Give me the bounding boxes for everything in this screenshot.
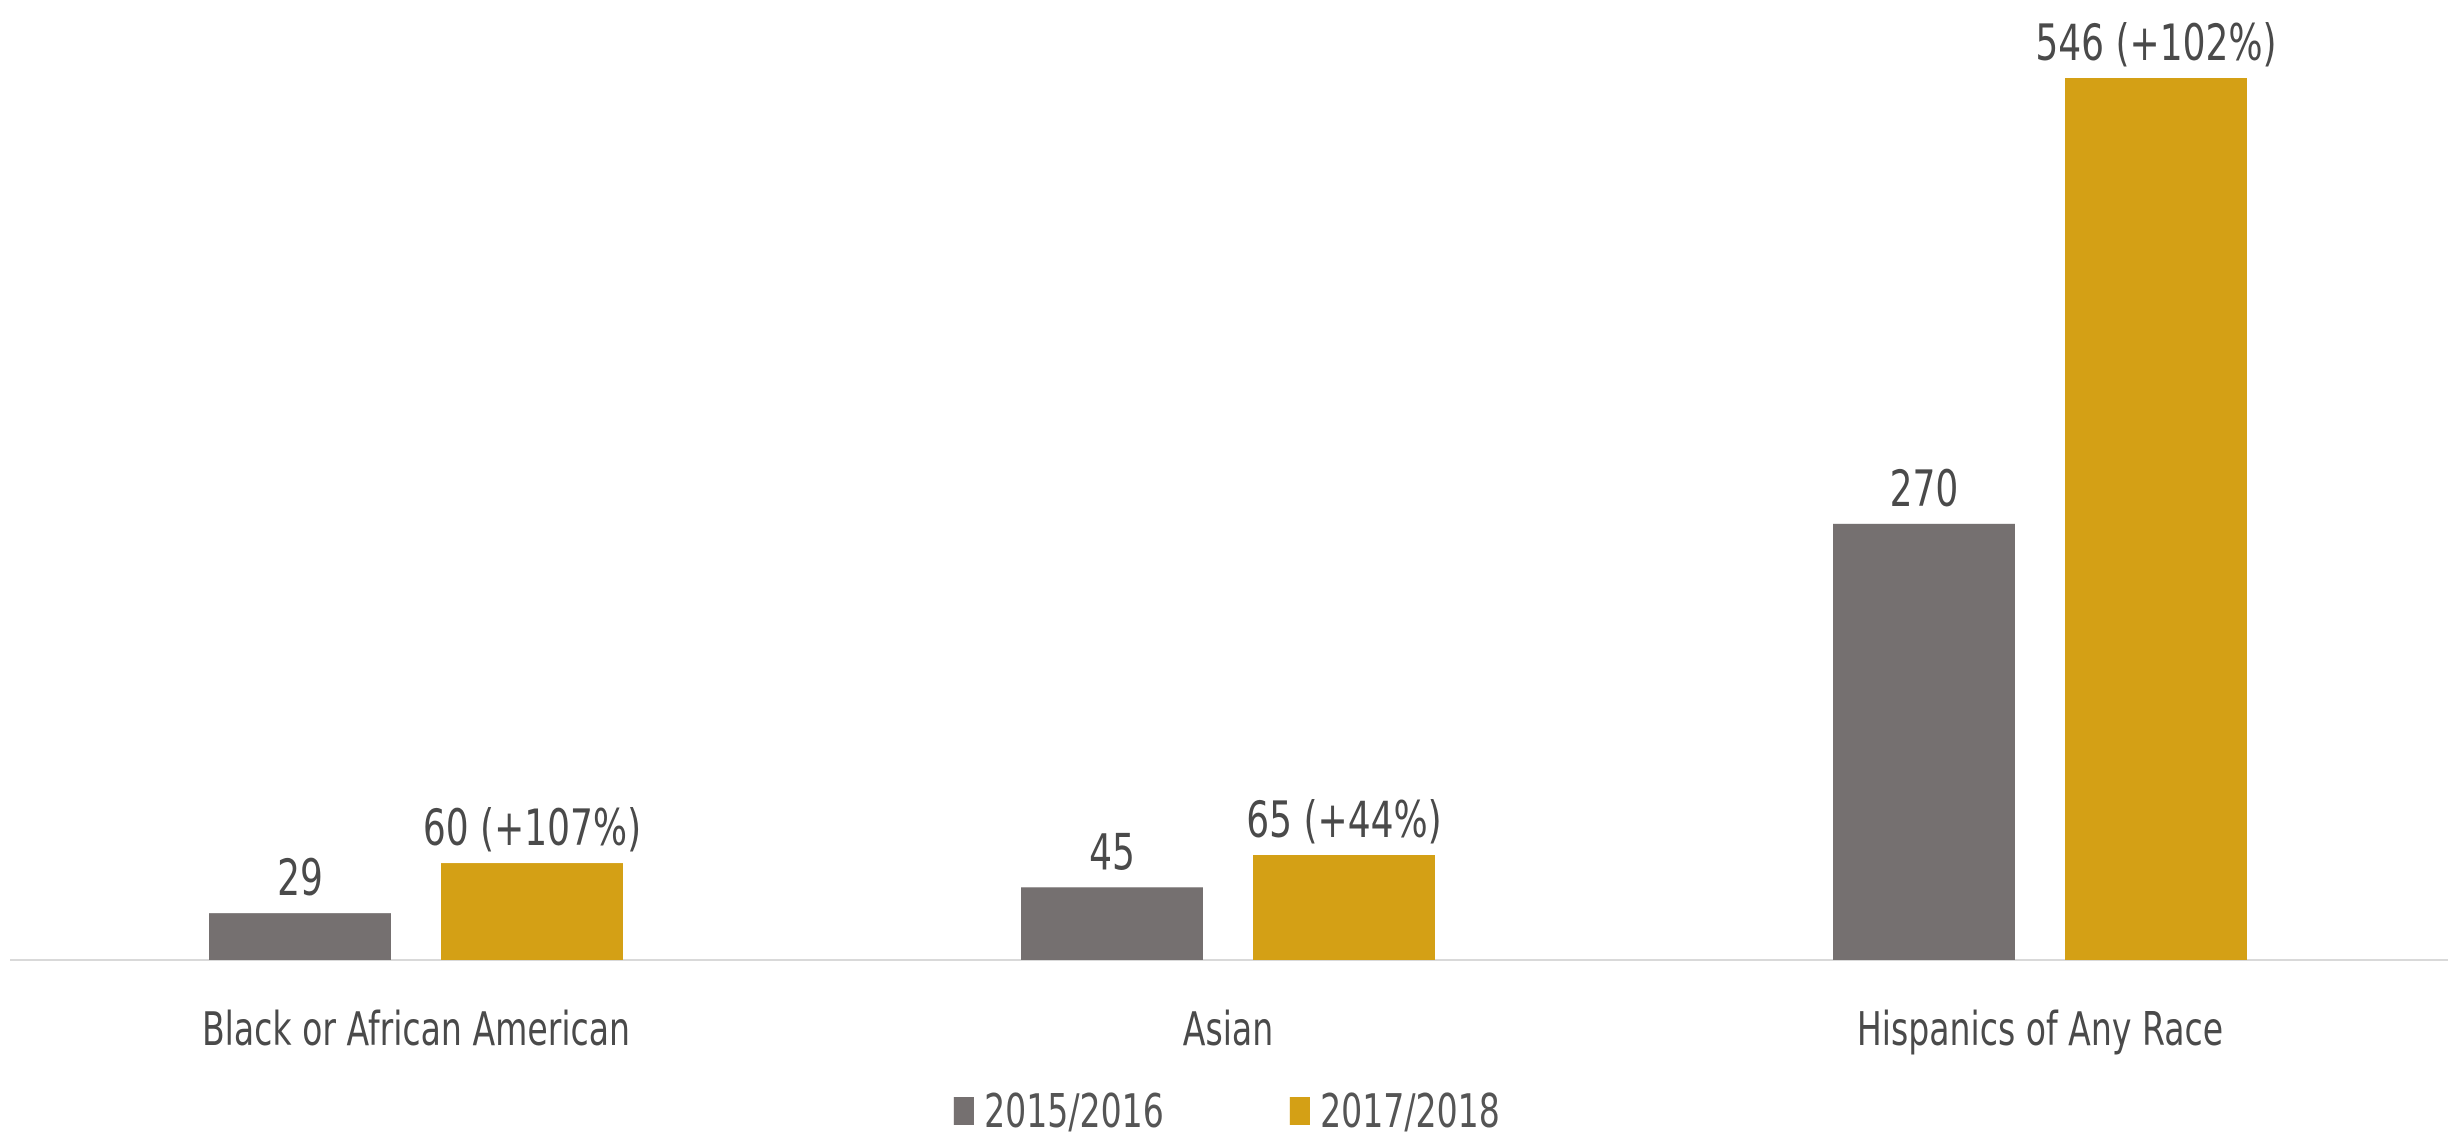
legend-label-series-2: 2017/2018 (1319, 1084, 1500, 1138)
bar-series-1-category-3 (1833, 523, 2015, 960)
value-label-series-2-category-3: 546 (+102%) (2035, 15, 2276, 72)
bar-series-2-category-1 (441, 863, 623, 960)
value-label-series-2-category-2: 65 (+44%) (1246, 792, 1441, 849)
legend-item-series-1: 2015/2016 (953, 1084, 1164, 1138)
category-labels-group: Black or African American Asian Hispanics … (202, 1004, 2223, 1057)
bar-series-2-category-2 (1253, 855, 1435, 960)
category-label-2: Asian (1183, 1004, 1273, 1057)
legend-item-series-2: 2017/2018 (1289, 1084, 1499, 1138)
bars-group (209, 78, 2247, 960)
legend-swatch-series-1 (953, 1097, 974, 1125)
value-label-series-1-category-2: 45 (1089, 825, 1135, 882)
legend: 2015/2016 2017/2018 (0, 1084, 2453, 1138)
bar-series-1-category-1 (209, 913, 391, 960)
value-labels-group: 29 60 (+107%) 45 65 (+44%) 270 546 (+102%) (277, 15, 2277, 908)
value-label-series-1-category-3: 270 (1890, 461, 1959, 518)
bar-series-1-category-2 (1021, 887, 1203, 960)
value-label-series-1-category-1: 29 (277, 850, 323, 907)
category-label-1: Black or African American (202, 1004, 630, 1057)
legend-swatch-series-2 (1289, 1097, 1310, 1125)
bar-series-2-category-3 (2065, 78, 2247, 960)
legend-label-series-1: 2015/2016 (983, 1084, 1164, 1138)
value-label-series-2-category-1: 60 (+107%) (423, 800, 641, 857)
category-label-3: Hispanics of Any Race (1857, 1004, 2223, 1057)
